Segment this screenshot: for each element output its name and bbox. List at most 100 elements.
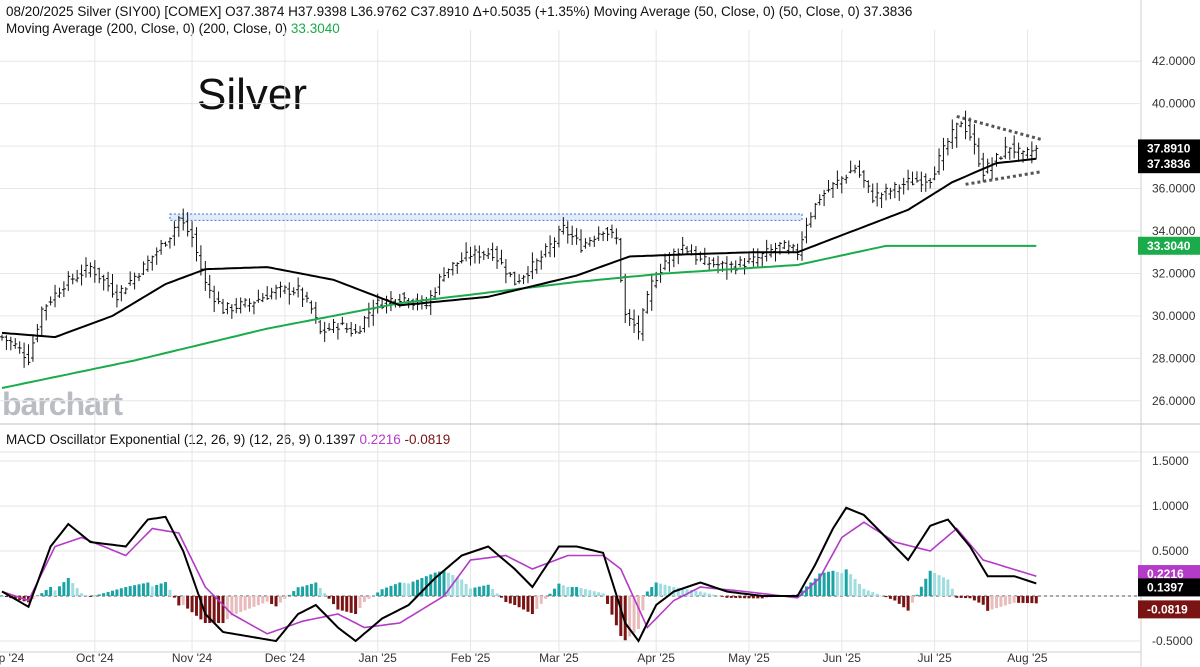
macd-header-label: MACD Oscillator Exponential (12, 26, 9) …	[6, 432, 356, 447]
ohlc-bar	[119, 285, 124, 302]
macd-signal-tag-text: 0.2216	[1147, 567, 1184, 581]
ohlc-bar	[729, 261, 734, 273]
x-tick-label: Jan '25	[359, 651, 398, 665]
ohlc-bar	[769, 244, 774, 258]
ohlc-bar	[534, 258, 539, 274]
macd-histogram-bar	[866, 590, 870, 596]
macd-histogram-bar	[844, 569, 848, 596]
macd-histogram-bar	[49, 587, 53, 596]
ohlc-bar	[472, 245, 477, 264]
ohlc-bar	[30, 335, 35, 362]
macd-histogram-bar	[999, 596, 1003, 607]
macd-histogram-bar	[0, 596, 4, 597]
macd-histogram-bar	[358, 596, 362, 608]
ohlc-bar	[941, 137, 946, 171]
ohlc-bar	[897, 184, 902, 201]
ohlc-bar	[167, 237, 172, 249]
macd-histogram-bar	[155, 584, 159, 596]
macd-histogram-bar	[756, 596, 760, 599]
macd-histogram-bar	[292, 591, 296, 596]
ohlc-bar	[66, 271, 71, 291]
x-tick-label: Jun '25	[823, 651, 862, 665]
macd-histogram-bar	[402, 582, 406, 596]
ohlc-bar	[959, 121, 964, 128]
macd-value-tag: 0.1397	[1138, 578, 1200, 597]
macd-histogram	[0, 569, 1038, 641]
macd-histogram-bar	[712, 594, 716, 596]
macd-histogram-bar	[115, 589, 119, 596]
ohlc-bar	[826, 180, 831, 193]
macd-histogram-bar	[804, 586, 808, 596]
macd-histogram-bar	[53, 590, 57, 596]
ohlc-bar	[499, 249, 504, 265]
ohlc-bar	[446, 268, 451, 279]
macd-histogram-bar	[345, 596, 349, 612]
ma50-price-tag-bg	[1138, 155, 1200, 174]
macd-histogram-bar	[636, 596, 640, 629]
ohlc-bar	[459, 252, 464, 264]
ohlc-bar	[17, 341, 22, 354]
ohlc-bar	[353, 323, 358, 334]
macd-histogram-bar	[835, 572, 839, 596]
ohlc-bar	[468, 246, 473, 266]
price-y-tick-label: 34.0000	[1152, 224, 1196, 238]
ohlc-bar	[574, 228, 579, 245]
ohlc-bar	[88, 262, 93, 278]
macd-histogram-bar	[544, 596, 548, 599]
macd-histogram-bar	[628, 596, 632, 637]
ohlc-bar	[114, 284, 119, 308]
macd-histogram-bar	[265, 596, 269, 602]
macd-histogram-bar	[274, 596, 278, 607]
ohlc-bar	[800, 231, 805, 261]
macd-histogram-bar	[694, 590, 698, 596]
macd-histogram-bar	[309, 583, 313, 596]
ohlc-bar	[327, 323, 332, 332]
macd-histogram-bar	[641, 596, 645, 611]
ohlc-bar	[366, 302, 371, 328]
macd-histogram-bar	[261, 596, 265, 604]
ma200-header-label: Moving Average (200, Close, 0) (200, Clo…	[6, 21, 288, 36]
last-price-tag: 37.8910	[1138, 139, 1200, 158]
ma200-line	[1, 244, 1037, 389]
x-tick-label: Oct '24	[76, 651, 114, 665]
macd-histogram-bar	[243, 596, 247, 611]
macd-histogram-bar	[451, 575, 455, 596]
macd-histogram-bar	[888, 596, 892, 599]
macd-histogram-bar	[296, 587, 300, 596]
ohlc-bar	[35, 323, 40, 343]
macd-histogram-bar	[676, 587, 680, 596]
macd-header: MACD Oscillator Exponential (12, 26, 9) …	[6, 432, 450, 447]
macd-histogram-bar	[442, 570, 446, 596]
macd-histogram-bar	[663, 584, 667, 596]
macd-histogram-bar	[937, 575, 941, 596]
macd-histogram-bar	[729, 596, 733, 598]
macd-histogram-bar	[831, 570, 835, 596]
macd-histogram-bar	[601, 593, 605, 596]
macd-histogram-bar	[597, 592, 601, 596]
ohlc-bar	[512, 271, 517, 286]
ohlc-bar	[486, 247, 491, 260]
ohlc-bar	[733, 260, 738, 275]
macd-histogram-bar	[738, 596, 742, 599]
ohlc-bar	[764, 239, 769, 262]
macd-histogram-bar	[44, 590, 48, 596]
ohlc-bar	[13, 338, 18, 349]
ohlc-bar	[1034, 145, 1039, 159]
price-y-tick-label: 26.0000	[1152, 394, 1196, 408]
macd-histogram-bar	[340, 596, 344, 611]
resistance-zone	[169, 213, 803, 221]
ohlc-bar	[194, 227, 199, 262]
price-y-tick-label: 42.0000	[1152, 54, 1196, 68]
macd-y-tick-label: -0.5000	[1152, 634, 1193, 648]
ohlc-bar	[561, 217, 566, 235]
ohlc-bar	[26, 344, 31, 366]
ohlc-bar	[636, 315, 641, 340]
macd-histogram-bar	[857, 583, 861, 596]
ohlc-bar	[92, 260, 97, 283]
ohlc-bar	[521, 274, 526, 285]
macd-histogram-bar	[398, 582, 402, 596]
ohlc-bar	[490, 242, 495, 261]
macd-histogram-bar	[1030, 596, 1034, 604]
macd-histogram-bar	[707, 593, 711, 596]
